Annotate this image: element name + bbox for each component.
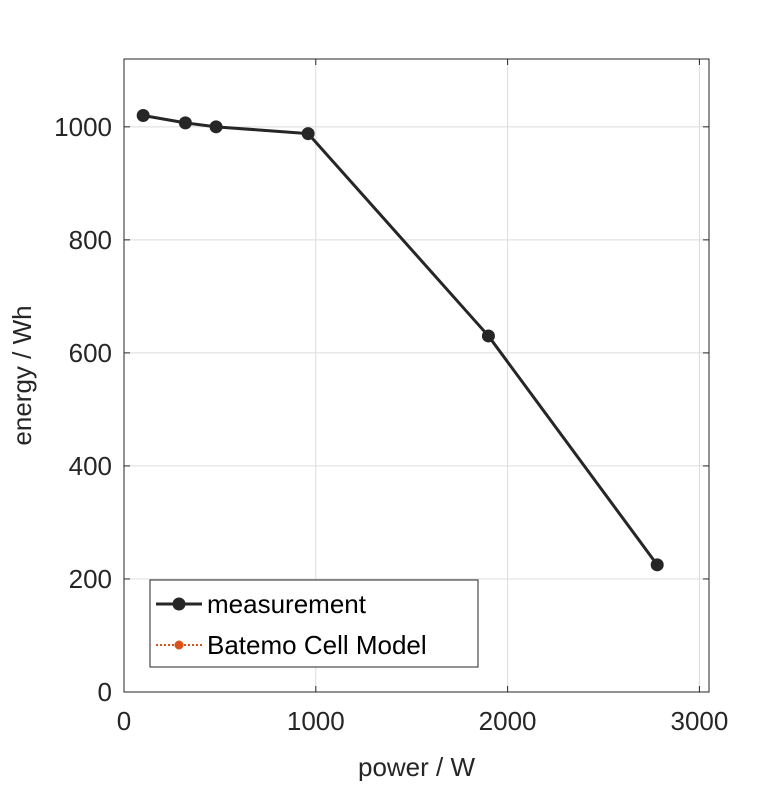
x-tick-label: 2000	[479, 706, 537, 736]
legend-marker-batemo-cell-model	[174, 640, 184, 650]
data-point	[178, 116, 192, 130]
y-tick-label: 200	[69, 564, 112, 594]
data-point	[481, 329, 495, 343]
y-tick-label: 600	[69, 338, 112, 368]
legend-label-batemo-cell-model: Batemo Cell Model	[207, 630, 427, 660]
y-tick-label: 800	[69, 225, 112, 255]
y-tick-label: 400	[69, 451, 112, 481]
x-tick-label: 3000	[670, 706, 728, 736]
data-point	[301, 127, 315, 141]
legend-label-measurement: measurement	[207, 589, 367, 619]
y-axis-label: energy / Wh	[7, 305, 37, 445]
data-point	[209, 120, 223, 134]
y-tick-label: 0	[98, 677, 112, 707]
y-tick-label: 1000	[54, 112, 112, 142]
series-layer	[136, 109, 664, 572]
legend-box	[149, 579, 479, 668]
x-tick-label: 1000	[287, 706, 345, 736]
series-line-0	[142, 114, 659, 566]
data-point	[136, 109, 150, 123]
data-point	[650, 558, 664, 572]
x-tick-label: 0	[117, 706, 131, 736]
x-axis-label: power / W	[358, 752, 475, 781]
legend: measurement Batemo Cell Model	[149, 579, 479, 668]
axes-box	[123, 58, 710, 693]
tick-layer: 0 1000 2000 3000 0 200 400 600 800 1000	[54, 59, 728, 736]
legend-marker-measurement	[172, 597, 186, 611]
